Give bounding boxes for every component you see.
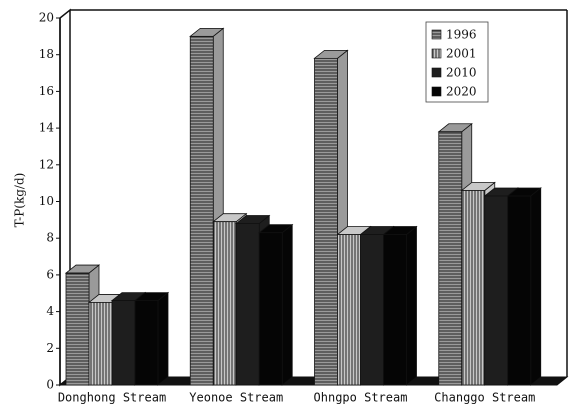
x-tick-label: Ohngpo Stream: [314, 391, 408, 405]
y-axis-label: T-P(kg/d): [13, 173, 27, 228]
legend-hatch: [432, 30, 441, 39]
legend-label: 2010: [446, 66, 477, 80]
bar-hatch: [438, 131, 462, 385]
bar: [258, 232, 283, 386]
bar-side: [281, 223, 293, 386]
bar: [111, 300, 136, 386]
y-tick-label: 18: [39, 47, 54, 61]
y-tick-label: 8: [46, 231, 54, 245]
bar: [134, 300, 159, 386]
bar-side: [406, 225, 417, 386]
bar-hatch: [314, 58, 338, 386]
bar-hatch: [213, 221, 237, 385]
y-tick-label: 14: [39, 121, 55, 135]
y-tick-label: 20: [39, 11, 54, 25]
bar-side: [530, 187, 542, 386]
y-tick-label: 12: [39, 157, 54, 171]
legend-label: 2020: [446, 85, 477, 99]
x-tick-label: Donghong Stream: [58, 391, 166, 405]
y-tick-label: 2: [46, 341, 54, 355]
bar-side: [157, 291, 169, 386]
legend-label: 1996: [446, 28, 477, 42]
y-tick-label: 4: [46, 304, 54, 318]
legend-swatch: [431, 67, 442, 78]
bar: [383, 234, 407, 386]
bar-hatch: [190, 36, 214, 385]
bar: [360, 234, 384, 386]
bar-hatch: [89, 302, 112, 385]
bar: [484, 195, 509, 386]
bar-hatch: [66, 273, 89, 385]
legend-label: 2001: [446, 47, 477, 61]
bar: [235, 223, 260, 386]
x-tick-label: Yeonoe Stream: [189, 391, 283, 405]
bar-hatch: [337, 234, 361, 385]
bar: [507, 195, 532, 386]
y-tick-label: 0: [46, 378, 54, 392]
y-tick-label: 6: [46, 267, 54, 281]
legend-hatch: [432, 49, 441, 58]
bar-hatch: [461, 190, 485, 385]
y-tick-label: 10: [39, 194, 54, 208]
legend-swatch: [431, 86, 442, 97]
x-tick-label: Changgo Stream: [434, 391, 535, 405]
y-tick-label: 16: [39, 84, 54, 98]
